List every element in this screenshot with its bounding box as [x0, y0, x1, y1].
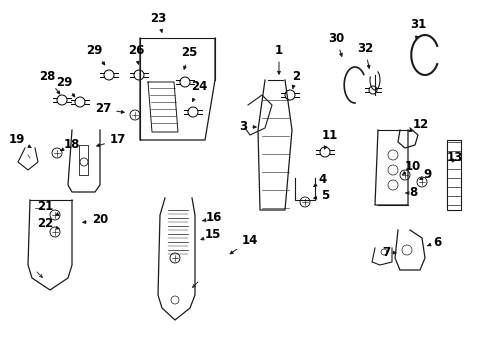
Text: 8: 8: [405, 186, 416, 199]
Text: 10: 10: [401, 161, 420, 175]
Text: 20: 20: [82, 213, 108, 226]
Text: 27: 27: [95, 103, 124, 116]
Text: 30: 30: [327, 31, 344, 56]
Text: 5: 5: [313, 189, 328, 202]
Text: 9: 9: [419, 168, 431, 181]
Text: 13: 13: [446, 152, 462, 165]
Text: 15: 15: [201, 229, 221, 242]
Text: 29: 29: [56, 76, 75, 97]
Text: 18: 18: [61, 139, 80, 152]
Text: 11: 11: [321, 130, 337, 149]
Text: 3: 3: [239, 121, 256, 134]
Text: 12: 12: [408, 118, 428, 131]
Text: 21: 21: [37, 201, 59, 215]
Text: 6: 6: [427, 235, 440, 248]
Text: 17: 17: [97, 134, 126, 147]
Text: 2: 2: [291, 69, 300, 89]
Text: 24: 24: [190, 81, 207, 102]
Text: 1: 1: [274, 44, 283, 74]
Text: 23: 23: [149, 12, 166, 32]
Text: 7: 7: [381, 246, 395, 258]
Text: 32: 32: [356, 41, 372, 68]
Text: 31: 31: [409, 18, 425, 39]
Text: 19: 19: [9, 134, 31, 148]
Text: 29: 29: [85, 44, 104, 65]
Text: 28: 28: [39, 71, 60, 94]
Text: 22: 22: [37, 217, 59, 230]
Text: 4: 4: [313, 174, 326, 186]
Text: 26: 26: [127, 44, 144, 64]
Text: 25: 25: [181, 46, 197, 69]
Bar: [446, 140, 460, 210]
Text: 14: 14: [230, 234, 258, 254]
Text: 16: 16: [203, 211, 222, 225]
